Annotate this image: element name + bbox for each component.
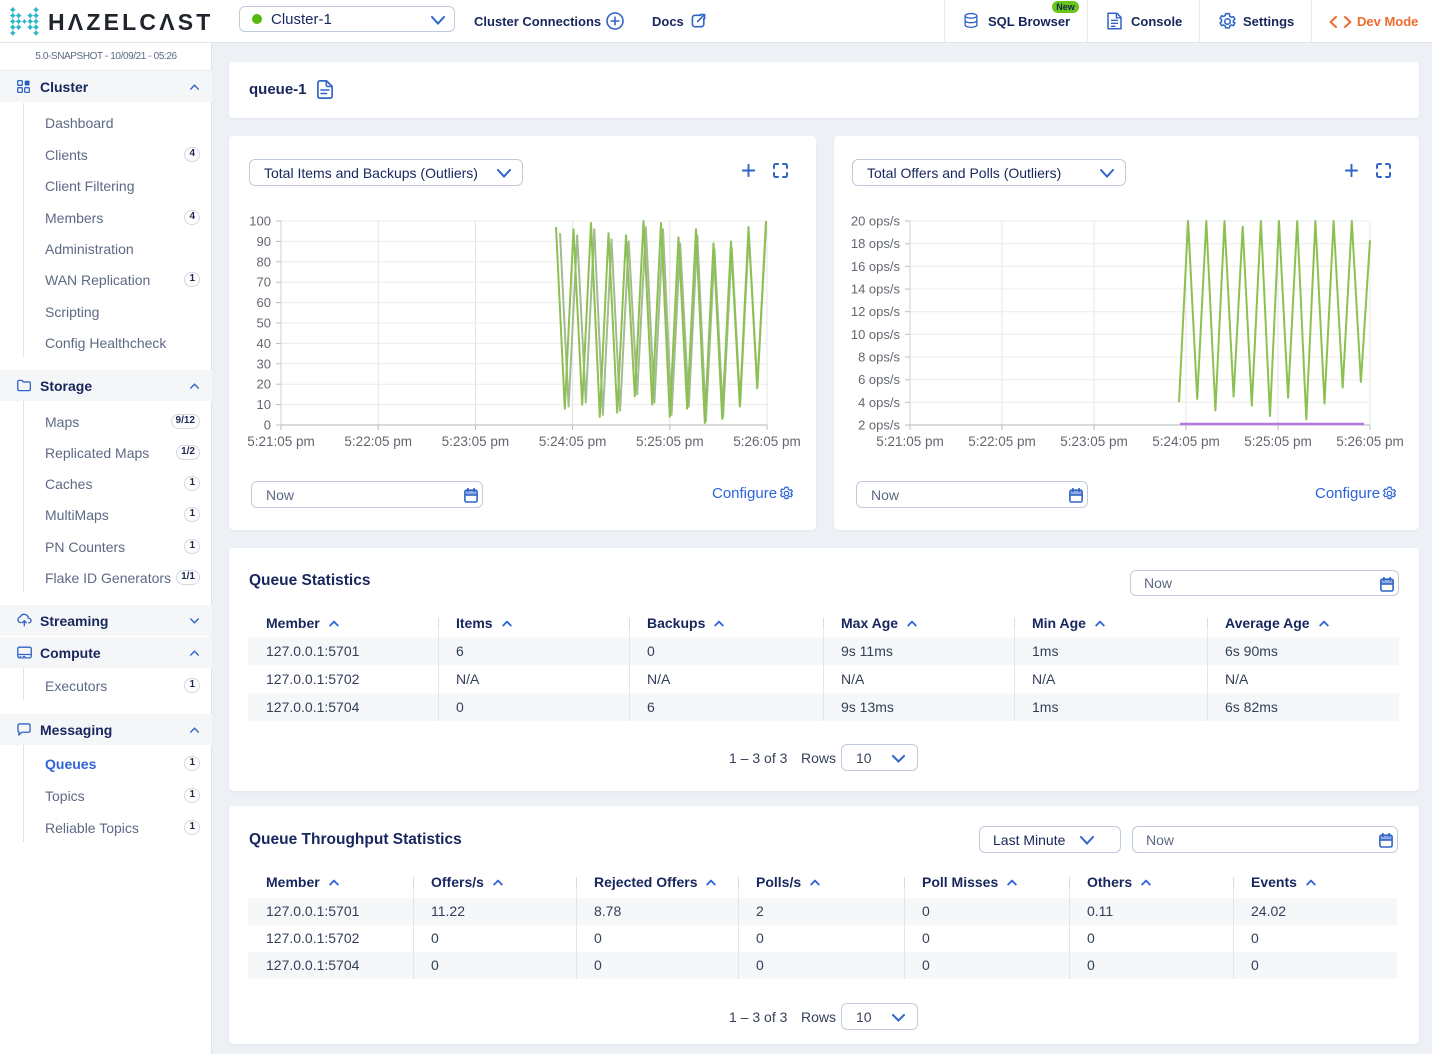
svg-text:5:23:05 pm: 5:23:05 pm — [1060, 434, 1128, 449]
svg-text:20 ops/s: 20 ops/s — [851, 214, 901, 229]
svg-text:100: 100 — [249, 214, 271, 229]
svg-text:5:25:05 pm: 5:25:05 pm — [636, 434, 704, 449]
svg-text:5:24:05 pm: 5:24:05 pm — [1152, 434, 1220, 449]
svg-text:16 ops/s: 16 ops/s — [851, 259, 901, 274]
svg-text:5:23:05 pm: 5:23:05 pm — [442, 434, 510, 449]
svg-text:5:21:05 pm: 5:21:05 pm — [876, 434, 944, 449]
svg-text:5:22:05 pm: 5:22:05 pm — [344, 434, 412, 449]
svg-text:60: 60 — [257, 295, 271, 310]
svg-text:5:24:05 pm: 5:24:05 pm — [539, 434, 607, 449]
svg-text:5:25:05 pm: 5:25:05 pm — [1244, 434, 1312, 449]
svg-text:2 ops/s: 2 ops/s — [858, 418, 900, 433]
svg-text:5:26:05 pm: 5:26:05 pm — [733, 434, 801, 449]
svg-text:10 ops/s: 10 ops/s — [851, 327, 901, 342]
svg-text:5:21:05 pm: 5:21:05 pm — [247, 434, 315, 449]
svg-text:12 ops/s: 12 ops/s — [851, 304, 901, 319]
svg-text:5:26:05 pm: 5:26:05 pm — [1336, 434, 1404, 449]
svg-text:6 ops/s: 6 ops/s — [858, 372, 900, 387]
svg-text:14 ops/s: 14 ops/s — [851, 282, 901, 297]
svg-text:50: 50 — [257, 316, 271, 331]
svg-text:90: 90 — [257, 234, 271, 249]
svg-text:4 ops/s: 4 ops/s — [858, 395, 900, 410]
svg-text:30: 30 — [257, 356, 271, 371]
svg-text:20: 20 — [257, 377, 271, 392]
svg-text:80: 80 — [257, 254, 271, 269]
svg-text:18 ops/s: 18 ops/s — [851, 236, 901, 251]
svg-text:8 ops/s: 8 ops/s — [858, 350, 900, 365]
svg-text:70: 70 — [257, 275, 271, 290]
svg-text:0: 0 — [264, 418, 271, 433]
svg-text:5:22:05 pm: 5:22:05 pm — [968, 434, 1036, 449]
svg-text:10: 10 — [257, 397, 271, 412]
svg-text:40: 40 — [257, 336, 271, 351]
